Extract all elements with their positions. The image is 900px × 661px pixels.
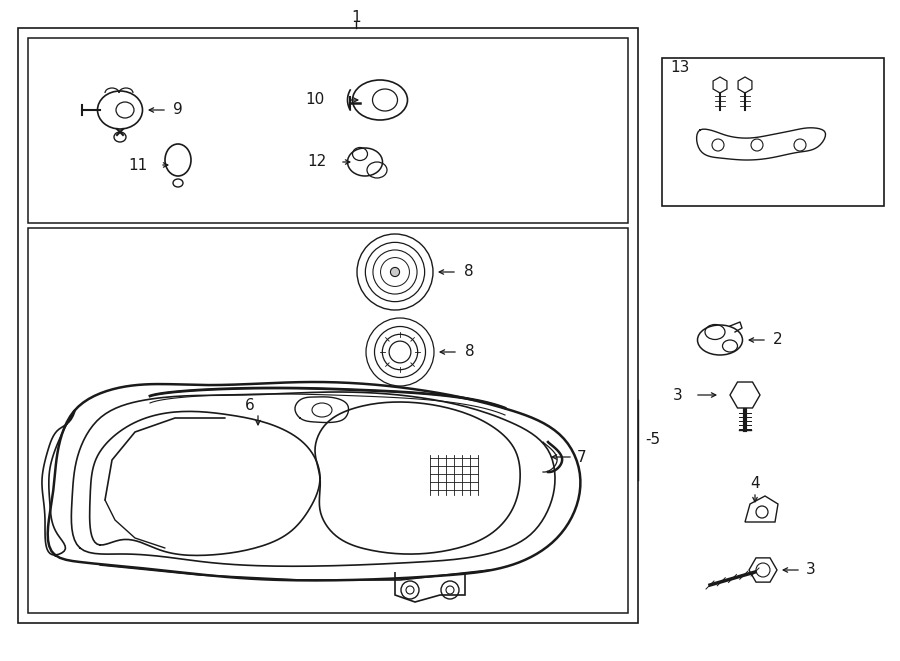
Text: 1: 1: [351, 11, 361, 26]
Text: 2: 2: [773, 332, 783, 348]
Text: 3: 3: [806, 563, 816, 578]
Text: -5: -5: [645, 432, 660, 447]
Text: 6: 6: [245, 397, 255, 412]
Text: 12: 12: [308, 155, 327, 169]
Bar: [28, 38, 628, 223]
Text: 7: 7: [577, 449, 587, 465]
Text: 10: 10: [306, 93, 325, 108]
Bar: [28, 228, 628, 613]
Bar: [662, 58, 884, 206]
Text: 8: 8: [464, 264, 473, 280]
Text: 13: 13: [670, 61, 689, 75]
Bar: [18, 28, 638, 623]
Text: 8: 8: [465, 344, 475, 360]
Text: 3: 3: [673, 387, 683, 403]
Text: 4: 4: [751, 477, 760, 492]
Text: 11: 11: [129, 157, 148, 173]
Circle shape: [391, 268, 400, 276]
Text: 9: 9: [173, 102, 183, 118]
